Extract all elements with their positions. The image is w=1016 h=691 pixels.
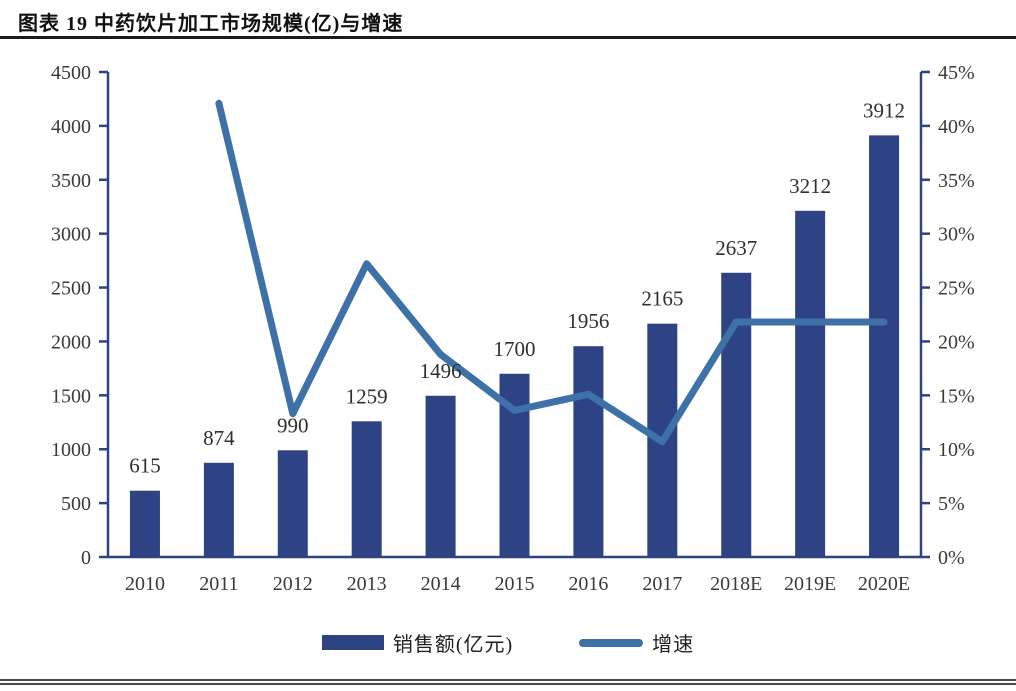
bar-2011: [203, 462, 234, 557]
bar-value-label: 1956: [567, 309, 609, 333]
left-axis-tick-label: 3500: [51, 170, 91, 192]
x-axis-label: 2017: [642, 573, 682, 595]
bar-2013: [351, 421, 382, 557]
bar-value-label: 990: [277, 413, 309, 437]
bar-value-label: 874: [203, 426, 235, 450]
bar-value-label: 3912: [863, 98, 905, 122]
bar-2020E: [869, 135, 900, 557]
chart-title: 图表 19 中药饮片加工市场规模(亿)与增速: [18, 13, 404, 35]
bar-2010: [129, 490, 160, 557]
left-axis-tick-label: 500: [61, 493, 91, 515]
right-axis-tick-label: 45%: [938, 62, 975, 84]
legend-item-growth: 增速: [579, 628, 694, 657]
left-axis-tick-label: 0: [81, 547, 91, 569]
x-axis-label: 2012: [273, 573, 313, 595]
bar-value-label: 1700: [494, 337, 536, 361]
legend-label-sales: 销售额(亿元): [392, 634, 514, 656]
right-axis-tick-label: 5%: [938, 493, 965, 515]
left-axis-tick-label: 4000: [51, 116, 91, 138]
bar-value-label: 2165: [641, 287, 683, 311]
right-axis-tick-label: 15%: [938, 385, 975, 407]
left-axis-tick-label: 1500: [51, 385, 91, 407]
x-axis-label: 2020E: [858, 573, 910, 595]
bar-2014: [425, 395, 456, 557]
market-size-growth-chart: 615 874 990 1259 1496 1700 1956 2165 2637 3212 391…: [51, 62, 975, 595]
legend-label-growth: 增速: [652, 634, 695, 656]
bar-2016: [573, 346, 604, 557]
x-axis-label: 2016: [568, 573, 608, 595]
bar-value-label: 3212: [789, 174, 831, 198]
left-axis-tick-label: 4500: [51, 62, 91, 84]
legend-item-sales: 销售额(亿元): [321, 628, 514, 657]
left-axis-tick-label: 3000: [51, 224, 91, 246]
right-axis-tick-label: 40%: [938, 116, 975, 138]
right-axis-tick-label: 10%: [938, 439, 975, 461]
bar-value-label: 615: [129, 454, 161, 478]
bar-value-label: 2637: [715, 236, 757, 260]
x-axis-label: 2013: [347, 573, 387, 595]
x-axis-label: 2015: [495, 573, 535, 595]
bar-2012: [277, 450, 308, 557]
bar-2018E: [721, 272, 752, 557]
bar-value-label: 1259: [346, 384, 388, 408]
chart-legend: 销售额(亿元) 增速: [0, 628, 1016, 657]
x-axis-label: 2018E: [710, 573, 762, 595]
bar-series-swatch: [321, 635, 384, 650]
right-axis-tick-label: 25%: [938, 278, 975, 300]
x-axis-label: 2011: [199, 573, 238, 595]
x-axis-label: 2010: [125, 573, 165, 595]
right-axis-tick-label: 20%: [938, 331, 975, 353]
left-axis-tick-label: 2500: [51, 278, 91, 300]
growth-line: [215, 99, 888, 446]
bottom-double-rule: [0, 679, 1016, 685]
x-axis-label: 2014: [421, 573, 461, 595]
left-axis-tick-label: 1000: [51, 439, 91, 461]
bar-value-label: 1496: [420, 359, 462, 383]
bar-2019E: [795, 210, 826, 557]
x-axis-label: 2019E: [784, 573, 836, 595]
title-underline: [0, 36, 1016, 39]
right-axis-tick-label: 30%: [938, 224, 975, 246]
line-series-swatch: [579, 638, 644, 647]
left-axis-tick-label: 2000: [51, 331, 91, 353]
right-axis-tick-label: 35%: [938, 170, 975, 192]
right-axis-tick-label: 0%: [938, 547, 965, 569]
